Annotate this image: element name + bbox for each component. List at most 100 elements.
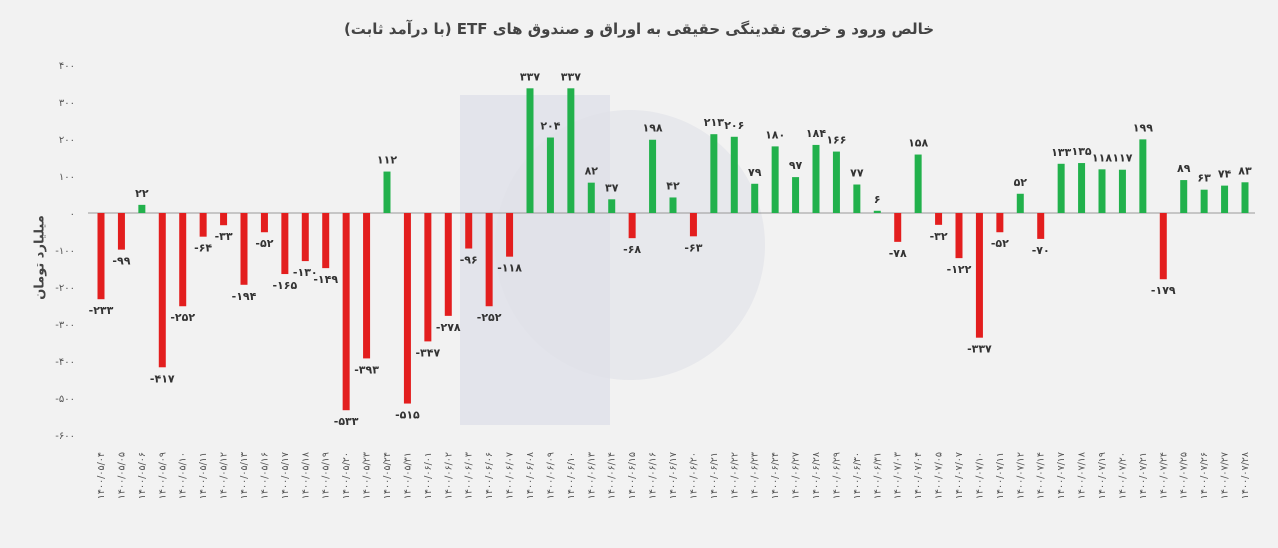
x-tick-label: ۱۴۰۰/۰۶/۱۳ bbox=[586, 452, 597, 499]
x-tick-label: ۱۴۰۰/۰۶/۳۰ bbox=[852, 452, 863, 499]
x-tick-label: ۱۴۰۰/۰۵/۱۰ bbox=[178, 452, 189, 499]
x-tick-label: ۱۴۰۰/۰۶/۲۹ bbox=[831, 452, 842, 499]
bar bbox=[955, 213, 963, 259]
x-tick-label: ۱۴۰۰/۰۶/۲۲ bbox=[729, 452, 740, 499]
bar bbox=[975, 213, 983, 338]
x-tick-label: ۱۴۰۰/۰۶/۲۴ bbox=[770, 452, 781, 499]
x-tick-label: ۱۴۰۰/۰۷/۱۲ bbox=[1015, 452, 1026, 499]
x-tick-label: ۱۴۰۰/۰۷/۰۴ bbox=[913, 452, 924, 499]
bar bbox=[322, 213, 330, 269]
data-label: ۱۱۷ bbox=[1112, 152, 1132, 165]
data-label: ۲۰۶ bbox=[724, 119, 744, 132]
bar bbox=[383, 171, 391, 213]
data-label: ۱۸۴ bbox=[806, 127, 826, 140]
data-label: ۳۳۷ bbox=[561, 70, 581, 83]
data-label: ۱۶۶ bbox=[826, 134, 846, 147]
x-tick-label: ۱۴۰۰/۰۵/۱۳ bbox=[239, 452, 250, 499]
data-label: -۱۳۰ bbox=[293, 266, 318, 279]
data-label: -۱۴۹ bbox=[313, 273, 338, 286]
x-tick-label: ۱۴۰۰/۰۵/۰۶ bbox=[137, 452, 148, 499]
bar bbox=[465, 213, 473, 249]
bar bbox=[138, 204, 146, 213]
data-label: -۱۶۵ bbox=[272, 279, 297, 292]
data-label: -۵۲ bbox=[255, 237, 273, 250]
x-tick-label: ۱۴۰۰/۰۷/۱۰ bbox=[974, 452, 985, 499]
data-label: ۱۹۹ bbox=[1133, 121, 1153, 134]
data-label: ۶۳ bbox=[1197, 172, 1211, 185]
bar bbox=[1221, 185, 1229, 213]
x-tick-label: ۱۴۰۰/۰۵/۲۳ bbox=[362, 452, 373, 499]
data-label: ۱۱۸ bbox=[1092, 151, 1112, 164]
data-label: -۳۹۳ bbox=[354, 363, 379, 376]
bar bbox=[771, 146, 779, 213]
data-label: ۲۲ bbox=[135, 187, 149, 200]
x-tick-label: ۱۴۰۰/۰۶/۳۱ bbox=[872, 452, 883, 499]
x-tick-label: ۱۴۰۰/۰۷/۱۷ bbox=[1056, 452, 1067, 499]
bar bbox=[628, 213, 636, 239]
bar bbox=[158, 213, 166, 368]
chart-title: خالص ورود و خروج نقدینگی حقیقی به اوراق … bbox=[343, 20, 935, 38]
y-tick-label: ۳۰۰ bbox=[59, 98, 75, 109]
x-tick-label: ۱۴۰۰/۰۷/۲۶ bbox=[1199, 452, 1210, 499]
bar bbox=[301, 213, 309, 262]
bar bbox=[485, 213, 493, 307]
data-label: ۱۹۸ bbox=[642, 122, 662, 135]
data-label: ۷۹ bbox=[748, 166, 762, 179]
data-label: -۲۳۳ bbox=[89, 304, 114, 317]
y-tick-label: ۱۰۰ bbox=[59, 172, 75, 183]
data-label: -۳۳۷ bbox=[967, 343, 992, 356]
y-tick-label: -۱۰۰ bbox=[55, 246, 75, 257]
y-tick-label: -۵۰۰ bbox=[55, 394, 75, 405]
data-label: ۶ bbox=[874, 193, 881, 206]
x-tick-label: ۱۴۰۰/۰۶/۱۷ bbox=[668, 452, 679, 499]
x-tick-label: ۱۴۰۰/۰۷/۱۱ bbox=[995, 452, 1006, 499]
x-tick-label: ۱۴۰۰/۰۶/۰۱ bbox=[423, 452, 434, 499]
data-label: ۳۷ bbox=[605, 181, 619, 194]
x-tick-label: ۱۴۰۰/۰۶/۲۳ bbox=[750, 452, 761, 499]
data-label: -۶۳ bbox=[684, 241, 702, 254]
data-label: -۹۹ bbox=[112, 255, 130, 268]
bar bbox=[117, 213, 125, 250]
data-label: ۱۳۳ bbox=[1051, 146, 1071, 159]
x-tick-label: ۱۴۰۰/۰۵/۱۸ bbox=[300, 452, 311, 499]
x-tick-label: ۱۴۰۰/۰۷/۱۸ bbox=[1077, 452, 1088, 499]
bar bbox=[873, 210, 881, 213]
y-tick-label: -۳۰۰ bbox=[55, 320, 75, 331]
bar bbox=[1200, 189, 1208, 213]
bar bbox=[710, 134, 718, 213]
data-label: -۱۲۲ bbox=[947, 263, 972, 276]
x-tick-label: ۱۴۰۰/۰۷/۲۴ bbox=[1158, 452, 1169, 499]
y-tick-label: ۴۰۰ bbox=[59, 61, 75, 72]
y-tick-label: -۲۰۰ bbox=[55, 283, 75, 294]
bar bbox=[220, 213, 228, 226]
x-tick-label: ۱۴۰۰/۰۷/۰۵ bbox=[934, 452, 945, 499]
bar bbox=[240, 213, 248, 285]
bar bbox=[832, 151, 840, 213]
data-label: ۴۲ bbox=[666, 179, 680, 192]
bar bbox=[281, 213, 289, 275]
bar bbox=[853, 184, 861, 213]
data-label: ۲۰۴ bbox=[540, 120, 560, 133]
bar bbox=[1016, 193, 1024, 213]
x-tick-label: ۱۴۰۰/۰۵/۰۹ bbox=[157, 452, 168, 499]
data-label: -۶۸ bbox=[623, 243, 641, 256]
x-tick-label: ۱۴۰۰/۰۶/۰۳ bbox=[464, 452, 475, 499]
bar bbox=[751, 183, 759, 213]
x-tick-label: ۱۴۰۰/۰۶/۲۱ bbox=[709, 452, 720, 499]
bar bbox=[1118, 169, 1126, 213]
x-tick-label: ۱۴۰۰/۰۵/۲۰ bbox=[341, 452, 352, 499]
data-label: ۱۱۲ bbox=[377, 154, 397, 167]
watermark-logo bbox=[495, 110, 765, 380]
bar bbox=[403, 213, 411, 404]
x-tick-label: ۱۴۰۰/۰۷/۲۱ bbox=[1138, 452, 1149, 499]
data-label: -۷۸ bbox=[889, 247, 907, 260]
x-tick-label: ۱۴۰۰/۰۵/۰۴ bbox=[96, 452, 107, 499]
data-label: -۳۴۷ bbox=[415, 346, 440, 359]
data-label: -۲۵۲ bbox=[477, 311, 502, 324]
data-label: ۵۲ bbox=[1014, 176, 1028, 189]
data-label: -۲۵۲ bbox=[170, 311, 195, 324]
x-tick-label: ۱۴۰۰/۰۷/۱۴ bbox=[1036, 452, 1047, 499]
y-tick-label: ۰ bbox=[70, 209, 75, 220]
bar bbox=[996, 213, 1004, 233]
bar bbox=[567, 88, 575, 213]
